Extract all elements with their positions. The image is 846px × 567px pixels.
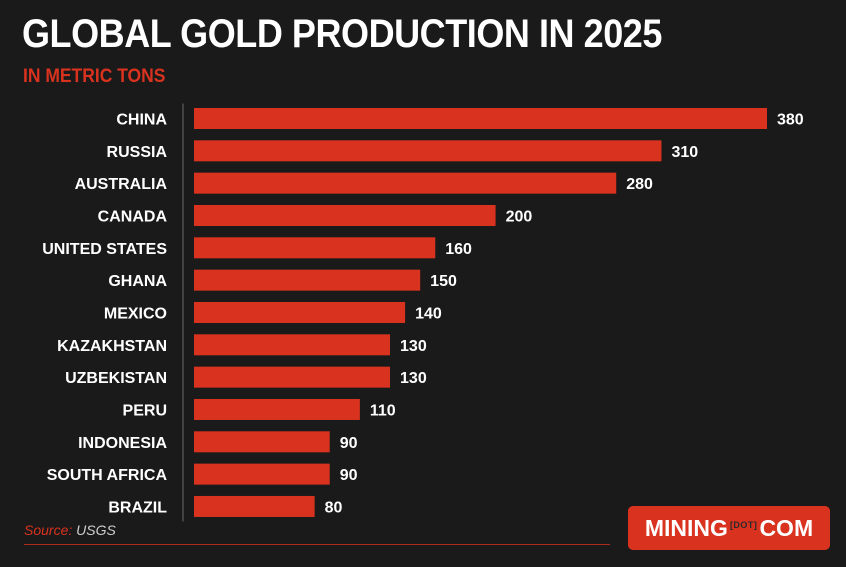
bar <box>194 140 662 162</box>
bar <box>194 334 391 356</box>
source-label: Source: <box>24 522 73 538</box>
bar <box>194 366 391 388</box>
value-label: 160 <box>445 241 472 258</box>
bar <box>194 237 436 259</box>
category-label: RUSSIA <box>107 144 168 161</box>
source-note: Source: USGS <box>24 523 116 537</box>
logo-text-com: COM <box>759 514 814 541</box>
footer-divider <box>24 544 610 545</box>
value-label: 90 <box>340 435 358 452</box>
value-label: 140 <box>415 305 442 322</box>
value-label: 130 <box>400 338 427 355</box>
category-label: BRAZIL <box>108 499 167 516</box>
value-label: 200 <box>506 208 533 225</box>
bar <box>194 269 421 291</box>
category-label: INDONESIA <box>78 435 167 452</box>
value-label: 310 <box>671 144 698 161</box>
category-label: KAZAKHSTAN <box>57 338 167 355</box>
category-label: UNITED STATES <box>42 241 167 258</box>
category-label: UZBEKISTAN <box>65 370 167 387</box>
category-label: AUSTRALIA <box>75 176 168 193</box>
chart-title: GLOBAL GOLD PRODUCTION IN 2025 <box>22 12 662 56</box>
value-label: 110 <box>370 402 396 419</box>
category-label: SOUTH AFRICA <box>47 467 168 484</box>
value-label: 90 <box>340 467 358 484</box>
bar <box>194 301 406 323</box>
value-label: 150 <box>430 273 457 290</box>
bar <box>194 108 767 129</box>
category-label: PERU <box>123 402 167 419</box>
mining-dot-com-logo: MINING [DOT] COM <box>628 506 830 550</box>
source-name: USGS <box>76 522 116 538</box>
bar <box>194 495 315 517</box>
value-label: 380 <box>777 112 804 129</box>
bar <box>194 398 360 420</box>
bar <box>194 172 617 194</box>
chart-subtitle: IN METRIC TONS <box>23 66 166 87</box>
category-label: CHINA <box>116 112 167 129</box>
bar <box>194 204 496 226</box>
bar <box>194 431 330 453</box>
category-label: CANADA <box>98 208 168 225</box>
value-label: 280 <box>626 176 653 193</box>
value-label: 80 <box>325 499 343 516</box>
bar <box>194 463 330 485</box>
value-label: 130 <box>400 370 427 387</box>
category-label: MEXICO <box>104 305 167 322</box>
logo-text-mining: MINING <box>644 514 728 541</box>
category-label: GHANA <box>108 273 167 290</box>
logo-text-dot: [DOT] <box>729 520 758 530</box>
